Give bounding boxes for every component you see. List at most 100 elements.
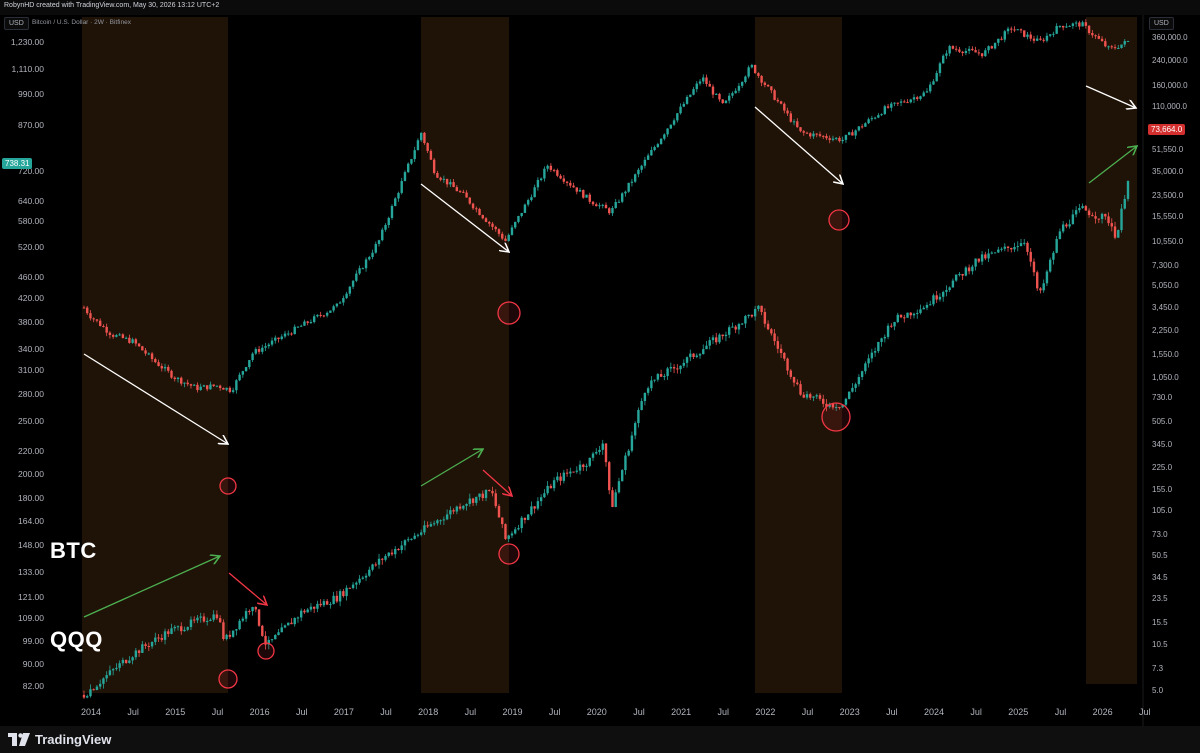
qqq-candle — [633, 421, 637, 440]
qqq-candle-body — [984, 254, 987, 259]
qqq-candle-body — [773, 333, 776, 342]
btc-candle — [332, 304, 335, 313]
qqq-candle — [241, 616, 245, 623]
qqq-candle — [517, 524, 520, 531]
btc-candle-body — [381, 229, 384, 241]
qqq-candle — [731, 322, 734, 328]
btc-candle-body — [549, 165, 553, 170]
qqq-candle — [449, 506, 452, 519]
btc-candle-body — [526, 200, 530, 205]
qqq-candle — [264, 631, 267, 650]
btc-candle — [280, 334, 283, 341]
tradingview-logo[interactable]: TradingView — [8, 731, 111, 748]
qqq-candle-body — [218, 618, 222, 623]
qqq-candle-body — [987, 253, 990, 259]
qqq-candle-body — [442, 519, 446, 521]
btc-candle-body — [659, 138, 663, 145]
btc-candle-body — [796, 121, 799, 128]
btc-candle — [199, 383, 202, 391]
qqq-candle — [244, 608, 248, 622]
qqq-candle-body — [530, 506, 533, 515]
qqq-candle-body — [115, 667, 118, 670]
qqq-candle — [501, 517, 504, 529]
qqq-candle — [497, 504, 501, 518]
btc-candle-body — [1055, 25, 1058, 34]
qqq-candle-body — [552, 480, 556, 489]
btc-candle-body — [864, 123, 867, 127]
btc-candle-body — [329, 310, 332, 313]
qqq-candle — [1048, 257, 1052, 273]
qqq-candle-body — [912, 313, 916, 316]
btc-candle — [873, 116, 877, 120]
qqq-candle — [877, 341, 880, 354]
qqq-candle — [478, 493, 481, 501]
qqq-candle-body — [954, 274, 958, 281]
qqq-candle — [514, 527, 517, 535]
qqq-candle — [193, 616, 196, 624]
btc-candle — [740, 81, 744, 89]
qqq-candle-body — [834, 407, 838, 409]
qqq-candle-body — [264, 635, 267, 645]
qqq-candle-body — [332, 595, 335, 605]
right-axis-currency[interactable]: USD — [1149, 17, 1174, 30]
qqq-candle-body — [698, 354, 702, 356]
qqq-candle-body — [783, 352, 786, 359]
btc-candle-body — [111, 335, 115, 337]
footer: TradingView — [0, 726, 1200, 753]
qqq-candle-body — [507, 535, 510, 539]
qqq-candle-body — [779, 348, 783, 353]
top-bar: RobynHD created with TradingView.com, Ma… — [0, 0, 1200, 15]
qqq-candle-body — [659, 374, 663, 377]
qqq-candle — [1003, 243, 1006, 252]
annotations — [83, 85, 1137, 689]
qqq-candle — [838, 406, 841, 410]
btc-candle — [283, 330, 287, 339]
left-axis-currency[interactable]: USD — [4, 17, 29, 30]
qqq-candle — [89, 684, 92, 698]
btc-candle — [462, 189, 465, 194]
btc-candle — [1087, 25, 1091, 35]
qqq-candle — [218, 615, 222, 623]
qqq-candle-body — [546, 485, 549, 494]
btc-candle-body — [222, 388, 225, 390]
right-axis-tick: 23.5 — [1152, 594, 1168, 603]
btc-candle — [514, 221, 517, 230]
qqq-candle-body — [131, 657, 134, 661]
btc-candle-body — [851, 132, 854, 136]
btc-candle — [659, 138, 663, 145]
qqq-candle — [779, 344, 783, 358]
qqq-candle — [510, 531, 514, 539]
low-circle — [219, 477, 237, 495]
time-axis-tick: 2020 — [587, 707, 607, 717]
btc-candle — [565, 180, 569, 187]
qqq-candle — [118, 660, 121, 672]
btc-candle — [436, 170, 439, 179]
qqq-candle-body — [916, 312, 919, 314]
qqq-candle-body — [167, 631, 170, 634]
qqq-candle-body — [932, 295, 935, 305]
qqq-candle-body — [867, 358, 870, 364]
btc-candle-body — [248, 360, 251, 368]
qqq-candle-body — [481, 493, 484, 499]
qqq-candle — [458, 503, 462, 511]
btc-candle-body — [335, 303, 339, 307]
btc-candle-body — [734, 90, 737, 94]
btc-candle-body — [569, 182, 572, 186]
qqq-candle-body — [1026, 242, 1029, 252]
btc-candle — [695, 81, 698, 93]
btc-candle-body — [753, 64, 757, 74]
qqq-candle — [176, 625, 180, 631]
right-axis-tick: 160,000.0 — [1152, 81, 1188, 90]
qqq-candle-body — [990, 252, 994, 254]
qqq-candle — [847, 391, 851, 400]
btc-candle-body — [1048, 34, 1052, 36]
qqq-candle — [753, 305, 757, 321]
qqq-candle-body — [137, 650, 141, 653]
btc-candle — [429, 149, 433, 161]
qqq-candle-body — [980, 254, 984, 262]
qqq-candle — [906, 312, 909, 318]
btc-candle — [543, 166, 546, 182]
qqq-candle — [436, 518, 439, 526]
chart-area[interactable]: 1,230.00 1,110.00 990.00 870.00 720.00 640.00… — [0, 15, 1200, 726]
btc-candle-body — [361, 268, 365, 270]
